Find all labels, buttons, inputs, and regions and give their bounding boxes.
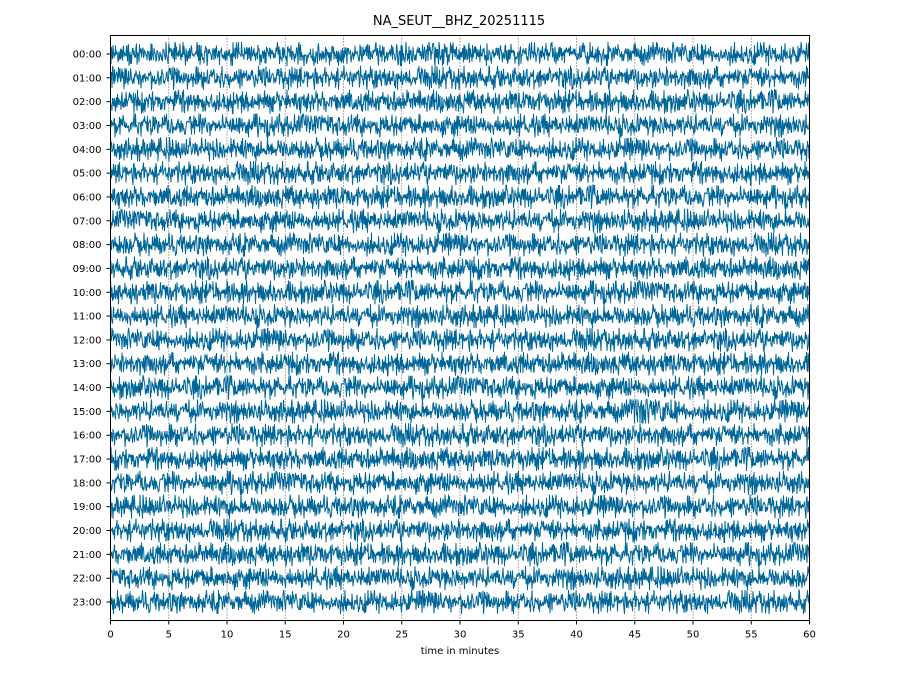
y-tick-label: 22:00: [73, 574, 102, 585]
trace-1000: [110, 279, 810, 306]
trace-0500: [110, 160, 810, 186]
y-tick-label: 11:00: [73, 312, 102, 323]
y-tick-label: 04:00: [73, 145, 102, 156]
y-tick-label: 18:00: [73, 478, 102, 489]
y-tick-label: 02:00: [73, 97, 102, 108]
trace-0200: [110, 88, 810, 115]
y-tick-label: 00:00: [73, 50, 102, 61]
trace-1300: [110, 350, 810, 377]
x-tick-label: 50: [687, 630, 700, 641]
y-tick-label: 15:00: [73, 407, 102, 418]
trace-1200: [110, 327, 810, 353]
y-tick-label: 23:00: [73, 598, 102, 609]
y-tick-label: 12:00: [73, 335, 102, 346]
trace-1500: [110, 398, 810, 424]
x-tick-labels: 0 5 10 15 20 25 30 35 40 45 50 55 60: [107, 620, 816, 641]
x-tick-label: 60: [803, 630, 816, 641]
y-tick-label: 19:00: [73, 502, 102, 513]
trace-1100: [110, 304, 810, 329]
trace-0400: [110, 137, 810, 162]
y-tick-labels: 00:00 01:00 02:00 03:00 04:00 05:00 06:00 07:00…: [73, 50, 111, 609]
x-tick-label: 35: [512, 630, 525, 641]
trace-0700: [110, 208, 810, 233]
trace-0100: [110, 65, 810, 90]
y-tick-label: 14:00: [73, 383, 102, 394]
y-tick-label: 20:00: [73, 526, 102, 537]
x-tick-label: 10: [221, 630, 234, 641]
trace-2300: [110, 588, 810, 615]
x-tick-label: 45: [628, 630, 641, 641]
trace-0800: [110, 232, 810, 257]
y-tick-label: 17:00: [73, 455, 102, 466]
x-tick-label: 40: [570, 630, 583, 641]
x-axis-label: time in minutes: [421, 646, 500, 657]
trace-1400: [110, 374, 810, 401]
x-tick-label: 55: [745, 630, 758, 641]
y-tick-label: 06:00: [73, 192, 102, 203]
trace-2200: [110, 566, 810, 591]
trace-2100: [110, 541, 810, 568]
y-tick-label: 16:00: [73, 431, 102, 442]
x-tick-label: 5: [166, 630, 172, 641]
y-tick-label: 03:00: [73, 121, 102, 132]
trace-1600: [110, 422, 810, 448]
x-tick-label: 30: [454, 630, 467, 641]
y-tick-label: 09:00: [73, 264, 102, 275]
trace-0900: [110, 256, 810, 281]
x-tick-label: 0: [107, 630, 113, 641]
x-tick-label: 20: [337, 630, 350, 641]
trace-0300: [110, 113, 810, 138]
trace-1900: [110, 494, 810, 519]
y-tick-label: 21:00: [73, 550, 102, 561]
y-tick-label: 01:00: [73, 73, 102, 84]
y-tick-label: 08:00: [73, 240, 102, 251]
trace-rows: [110, 41, 810, 615]
y-tick-label: 07:00: [73, 216, 102, 227]
x-tick-label: 25: [395, 630, 408, 641]
trace-0600: [110, 183, 810, 211]
y-tick-label: 10:00: [73, 288, 102, 299]
trace-0000: [110, 41, 810, 67]
trace-1700: [110, 445, 810, 473]
x-tick-label: 15: [279, 630, 292, 641]
y-tick-label: 05:00: [73, 169, 102, 180]
trace-1800: [110, 470, 810, 495]
trace-2000: [110, 518, 810, 543]
y-tick-label: 13:00: [73, 359, 102, 370]
chart-title: NA_SEUT__BHZ_20251115: [373, 14, 545, 29]
